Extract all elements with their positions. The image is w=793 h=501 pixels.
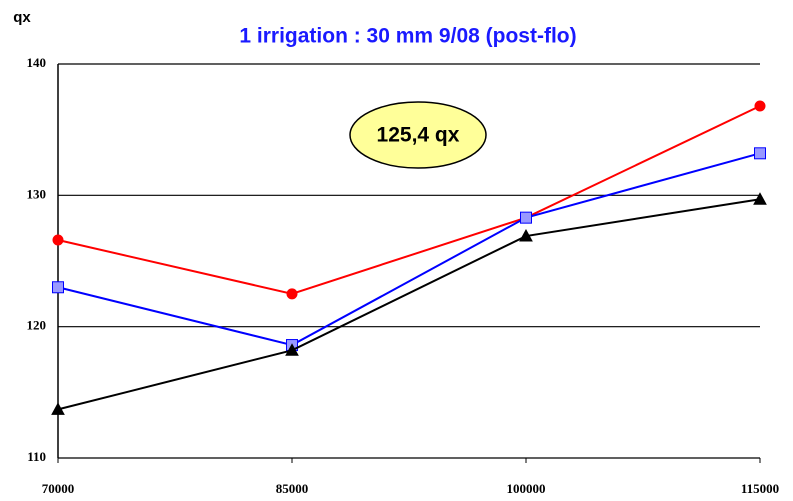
x-tick-label: 100000 [507, 481, 546, 496]
x-tick-label: 85000 [276, 481, 309, 496]
marker [519, 229, 533, 242]
marker [754, 147, 766, 160]
marker [753, 192, 767, 205]
marker [52, 281, 64, 294]
series-line [57, 105, 761, 295]
series-line [57, 152, 761, 347]
series-line [57, 198, 761, 411]
marker [51, 402, 65, 415]
y-tick-label: 120 [27, 318, 47, 333]
y-tick-label: 110 [27, 449, 46, 464]
marker [285, 343, 299, 356]
marker [286, 288, 298, 300]
marker [52, 234, 64, 246]
chart-title: 1 irrigation : 30 mm 9/08 (post-flo) [239, 25, 576, 48]
x-tick-label: 115000 [741, 481, 779, 496]
x-tick-label: 70000 [42, 481, 75, 496]
marker [520, 211, 532, 224]
y-axis-label: qx [13, 9, 31, 26]
y-tick-label: 140 [27, 55, 47, 70]
y-tick-label: 130 [27, 186, 47, 201]
annotation-bubble [349, 101, 487, 169]
annotation: 125,4 qx [377, 124, 460, 147]
marker [754, 100, 766, 112]
